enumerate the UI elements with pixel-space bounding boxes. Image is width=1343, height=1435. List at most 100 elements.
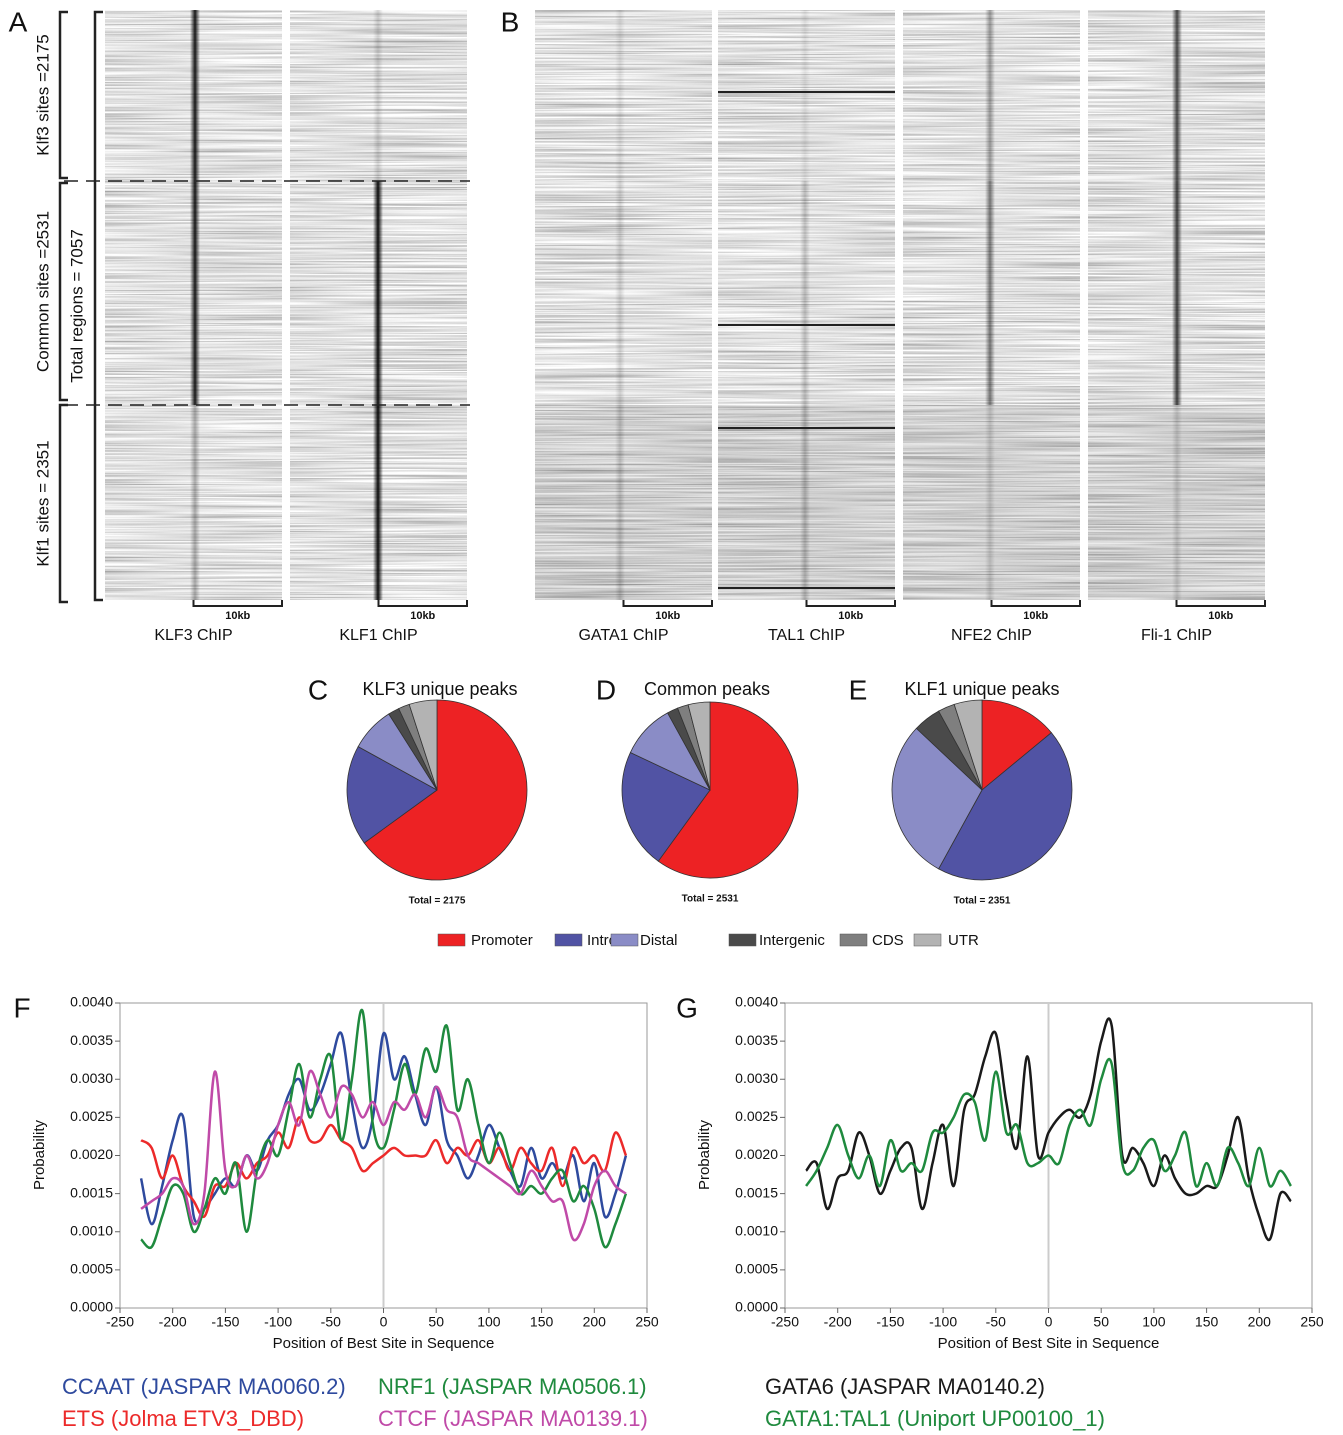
heatmap-stripe — [985, 10, 995, 181]
legend-label: Promoter — [471, 932, 533, 949]
y-tick-label: 0.0025 — [70, 1108, 113, 1124]
legend-swatch — [437, 933, 466, 947]
panel-letter: F — [13, 992, 30, 1023]
scale-bar — [622, 600, 713, 607]
x-tick-label: -100 — [264, 1314, 292, 1330]
series-line — [140, 1008, 628, 1250]
total-label: Total regions = 7057 — [67, 229, 86, 383]
y-tick-label: 0.0000 — [735, 1299, 778, 1315]
pie-total: Total = 2531 — [682, 894, 739, 905]
x-tick-label: -50 — [321, 1314, 341, 1330]
pie-slice — [891, 727, 983, 870]
x-tick-label: 100 — [477, 1314, 501, 1330]
legend-swatch — [728, 933, 757, 947]
x-tick-label: -100 — [929, 1314, 957, 1330]
x-axis-label: Position of Best Site in Sequence — [938, 1335, 1160, 1352]
x-tick-label: -250 — [106, 1314, 134, 1330]
panel-letter: A — [9, 6, 28, 37]
pie-slice — [687, 701, 711, 791]
group-bracket — [58, 10, 68, 180]
heatmap-stripe — [800, 405, 810, 600]
heatmap-stripe — [800, 181, 810, 405]
scale-label: 10kb — [838, 610, 863, 622]
x-tick-label: 250 — [635, 1314, 659, 1330]
legend-label: NRF1 (JASPAR MA0506.1) — [378, 1374, 647, 1399]
pie-slice — [981, 699, 1052, 791]
y-tick-label: 0.0025 — [735, 1108, 778, 1124]
scale-label: 10kb — [225, 610, 250, 622]
heatmap-stripe — [615, 181, 625, 405]
y-axis-label: Probability — [696, 1119, 713, 1190]
pie-slice — [363, 699, 528, 881]
heatmap-stripe — [190, 181, 200, 405]
track-label: NFE2 ChIP — [951, 627, 1032, 644]
total-bracket — [93, 10, 103, 602]
y-tick-label: 0.0030 — [70, 1070, 113, 1086]
pie-total: Total = 2351 — [954, 896, 1011, 907]
heatmap-stripe — [1172, 10, 1182, 181]
x-tick-label: -150 — [876, 1314, 904, 1330]
x-tick-label: -150 — [211, 1314, 239, 1330]
group-bracket — [58, 403, 68, 604]
heatmap-stripe — [615, 10, 625, 181]
scale-label: 10kb — [410, 610, 435, 622]
y-tick-label: 0.0005 — [735, 1261, 778, 1277]
pie-slice — [938, 732, 1073, 881]
panel-letter: C — [308, 674, 328, 705]
x-tick-label: -200 — [824, 1314, 852, 1330]
heatmap-stripe — [373, 405, 383, 600]
x-tick-label: 50 — [428, 1314, 444, 1330]
panel-letter: B — [501, 6, 520, 37]
y-tick-label: 0.0010 — [735, 1222, 778, 1238]
x-tick-label: 0 — [380, 1314, 388, 1330]
x-tick-label: 200 — [583, 1314, 607, 1330]
x-tick-label: 150 — [530, 1314, 554, 1330]
x-tick-label: -50 — [986, 1314, 1006, 1330]
pie-slice — [953, 699, 983, 791]
x-tick-label: 0 — [1045, 1314, 1053, 1330]
y-tick-label: 0.0000 — [70, 1299, 113, 1315]
track-label: TAL1 ChIP — [768, 627, 845, 644]
y-tick-label: 0.0010 — [70, 1222, 113, 1238]
scale-label: 10kb — [1208, 610, 1233, 622]
scale-label: 10kb — [655, 610, 680, 622]
y-tick-label: 0.0005 — [70, 1261, 113, 1277]
pie-slice — [346, 746, 438, 844]
pie-slice — [408, 699, 438, 791]
y-tick-label: 0.0020 — [735, 1146, 778, 1162]
panel-letter: D — [596, 674, 616, 705]
pie-title: KLF3 unique peaks — [362, 679, 517, 699]
heatmap-stripe — [985, 405, 995, 600]
legend-label: GATA6 (JASPAR MA0140.2) — [765, 1374, 1045, 1399]
series-line — [140, 1116, 628, 1219]
track-label: GATA1 ChIP — [578, 627, 668, 644]
heatmap-stripe — [373, 10, 383, 181]
scale-label: 10kb — [1023, 610, 1048, 622]
y-tick-label: 0.0040 — [70, 994, 113, 1010]
legend-swatch — [839, 933, 868, 947]
legend-label: UTR — [948, 932, 979, 949]
x-tick-label: 200 — [1248, 1314, 1272, 1330]
heatmap-stripe — [1172, 181, 1182, 405]
heatmap-stripe — [615, 405, 625, 600]
group-label: Klf3 sites =2175 — [33, 34, 52, 155]
x-tick-label: -200 — [159, 1314, 187, 1330]
heatmap-stripe — [1172, 405, 1182, 600]
legend-label: CDS — [872, 932, 904, 949]
legend-label: GATA1:TAL1 (Uniport UP00100_1) — [765, 1406, 1105, 1431]
scale-bar — [805, 600, 896, 607]
scale-bar — [192, 600, 283, 607]
legend-label: Intergenic — [759, 932, 825, 949]
x-tick-label: 150 — [1195, 1314, 1219, 1330]
track-label: Fli-1 ChIP — [1141, 627, 1212, 644]
heatmap-stripe — [373, 181, 383, 405]
track-label: KLF1 ChIP — [339, 627, 417, 644]
legend-label: CCAAT (JASPAR MA0060.2) — [62, 1374, 346, 1399]
heatmap-stripe — [190, 405, 200, 600]
pie-slice — [657, 701, 799, 879]
y-tick-label: 0.0035 — [735, 1032, 778, 1048]
y-axis-label: Probability — [31, 1119, 48, 1190]
panel-letter: E — [849, 674, 868, 705]
